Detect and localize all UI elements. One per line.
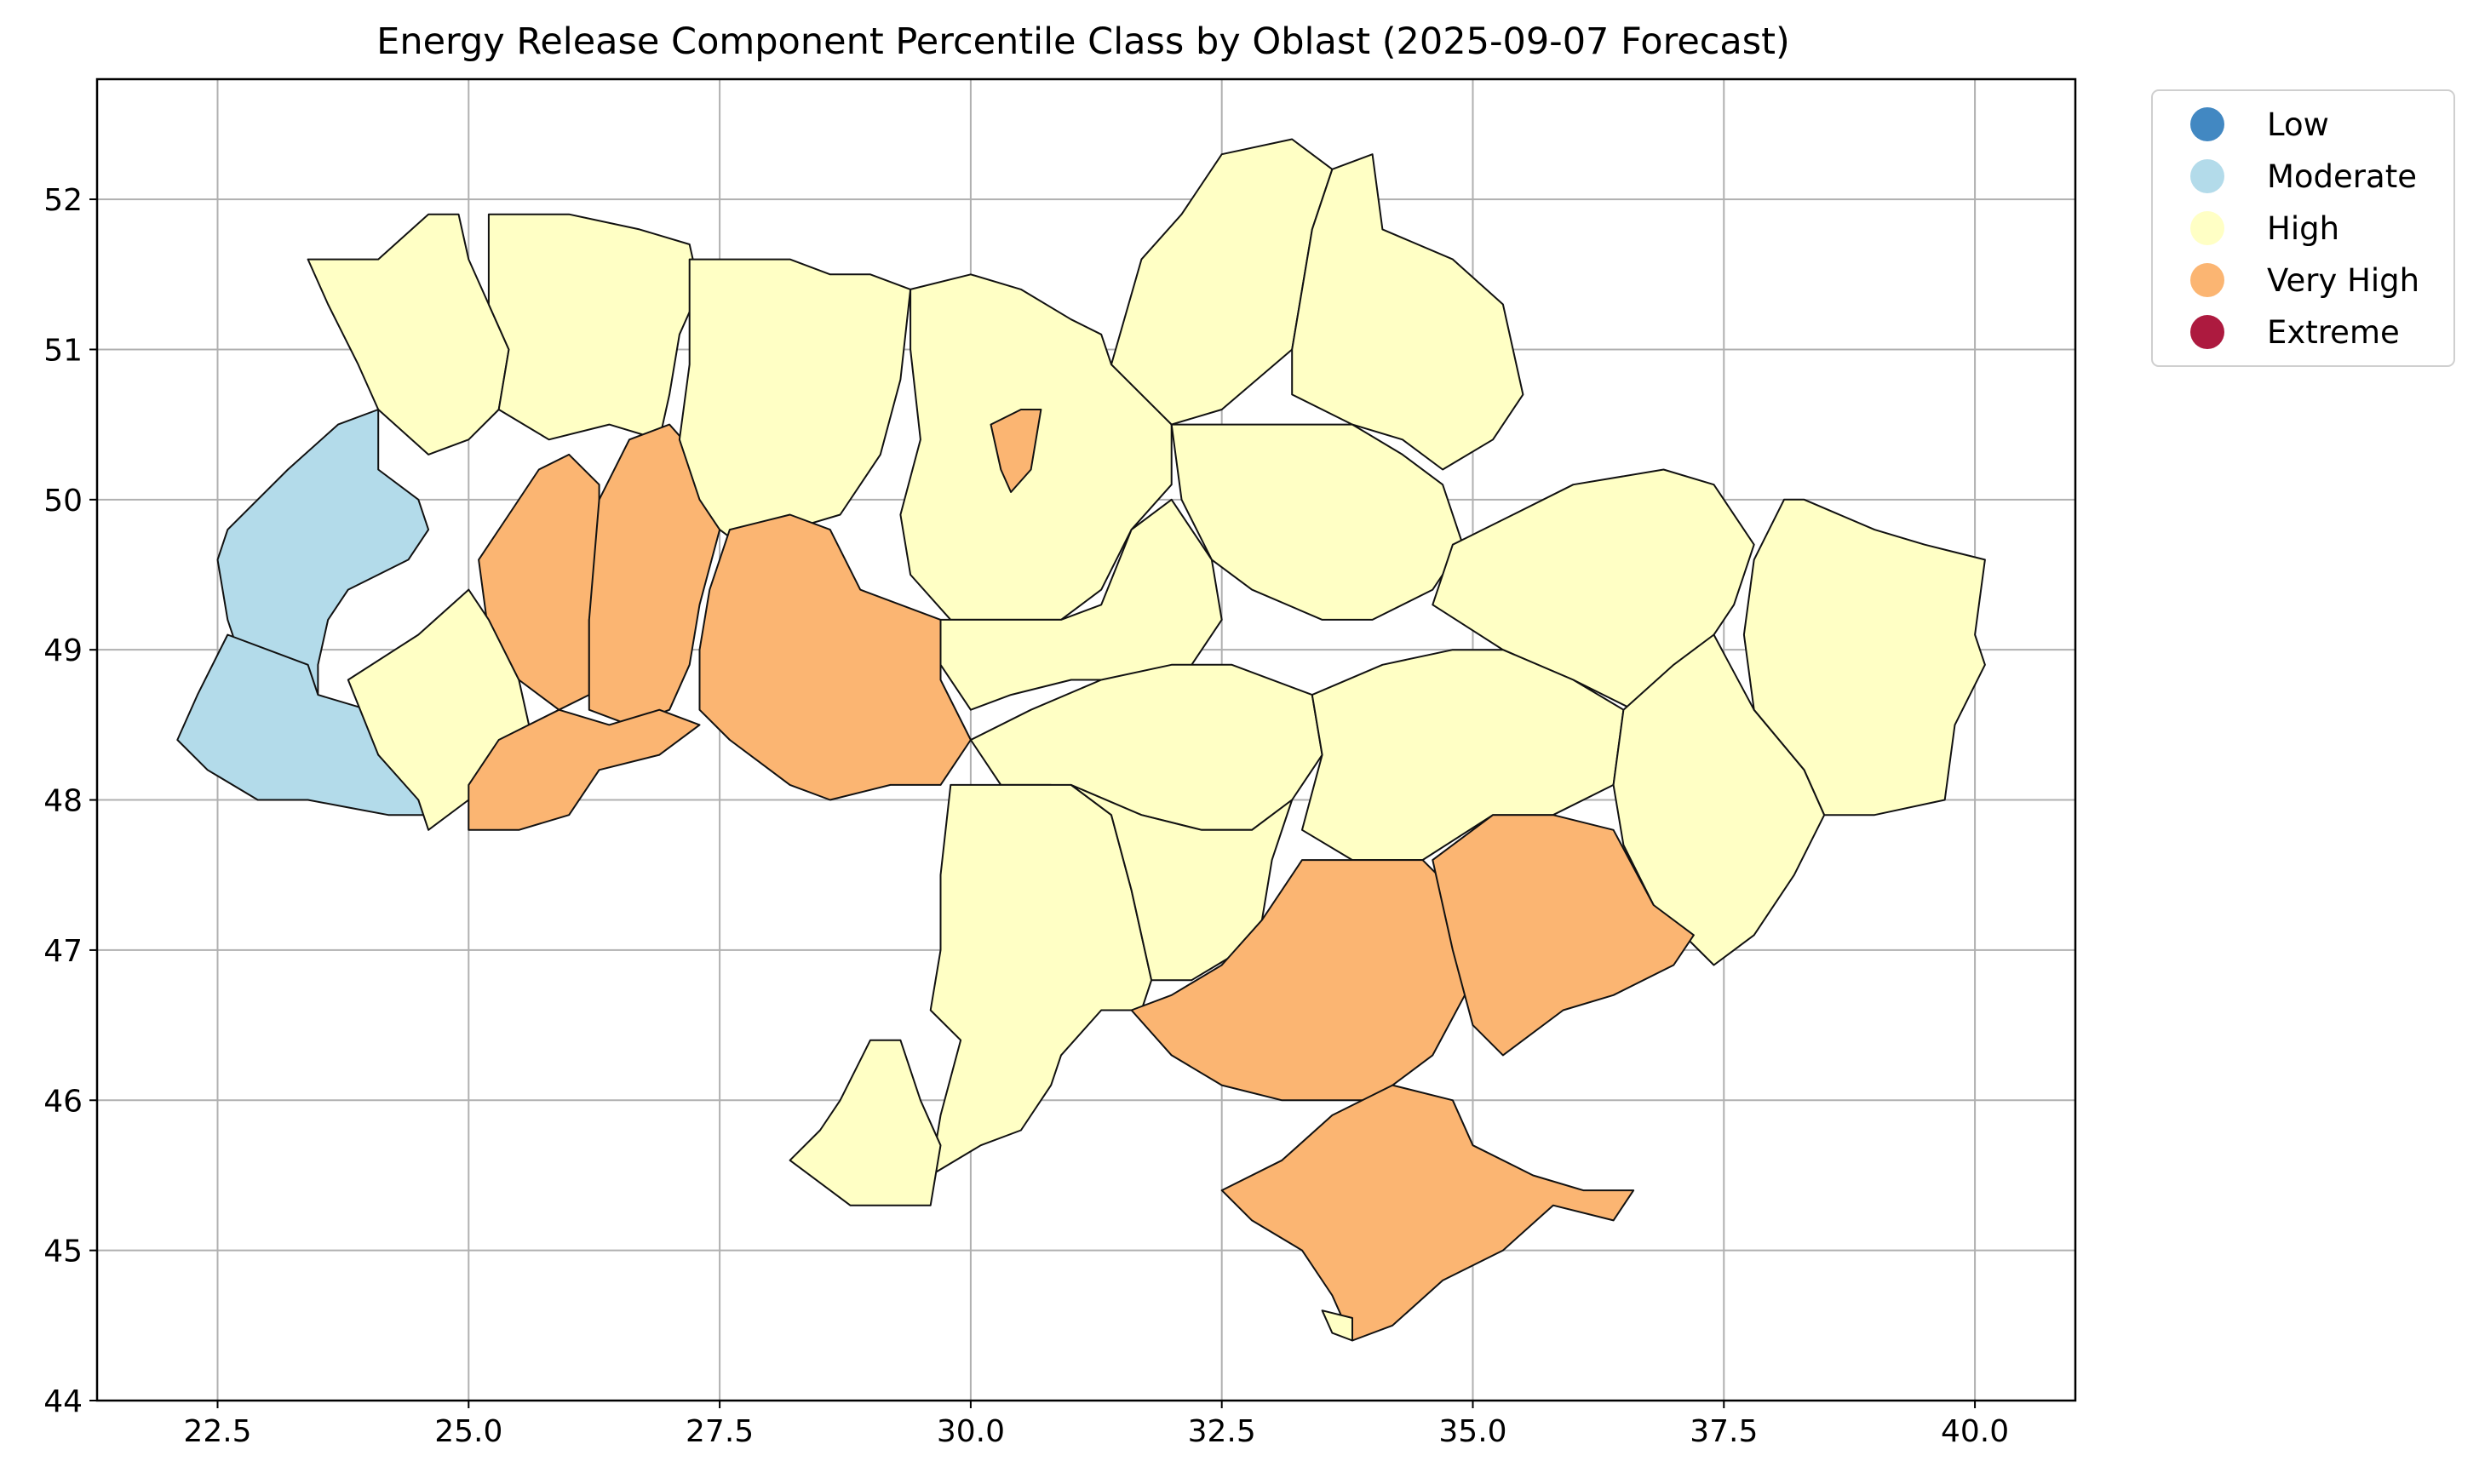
legend-marker bbox=[2190, 211, 2224, 245]
oblast-region bbox=[1321, 1309, 1353, 1342]
oblast-region bbox=[990, 409, 1042, 493]
x-tick-label: 40.0 bbox=[1941, 1414, 2009, 1449]
y-tick-label: 47 bbox=[43, 934, 83, 969]
legend-marker bbox=[2190, 315, 2224, 349]
x-tick-label: 25.0 bbox=[434, 1414, 502, 1449]
x-tick-label: 37.5 bbox=[1690, 1414, 1758, 1449]
legend-box bbox=[2151, 89, 2455, 367]
oblast-region bbox=[939, 498, 1223, 711]
legend: Low Moderate High Very High Extreme bbox=[2151, 89, 2455, 367]
oblast-region bbox=[468, 708, 701, 831]
oblast-region bbox=[1742, 498, 1986, 816]
x-tick-label: 32.5 bbox=[1188, 1414, 1256, 1449]
y-tick-label: 44 bbox=[43, 1384, 83, 1419]
oblast-region bbox=[1301, 649, 1625, 862]
legend-label: Low bbox=[2267, 106, 2329, 143]
oblast-region bbox=[307, 213, 510, 456]
y-tick-label: 46 bbox=[43, 1084, 83, 1119]
x-tick-label: 30.0 bbox=[937, 1414, 1005, 1449]
y-tick-label: 50 bbox=[43, 484, 83, 519]
legend-marker bbox=[2190, 107, 2224, 141]
legend-label: Moderate bbox=[2267, 158, 2417, 195]
x-tick-label: 22.5 bbox=[183, 1414, 251, 1449]
oblast-region bbox=[176, 633, 430, 816]
y-tick-label: 48 bbox=[43, 784, 83, 819]
oblast-region bbox=[1612, 633, 1826, 966]
oblast-region bbox=[588, 423, 721, 726]
x-tick-label: 35.0 bbox=[1438, 1414, 1506, 1449]
oblast-region bbox=[899, 273, 1173, 621]
y-tick-label: 51 bbox=[43, 333, 83, 368]
oblast-region bbox=[1220, 1084, 1635, 1342]
y-tick-label: 52 bbox=[43, 183, 83, 218]
oblast-region bbox=[1291, 153, 1524, 471]
legend-label: High bbox=[2267, 210, 2339, 247]
legend-label: Very High bbox=[2267, 262, 2419, 299]
oblast-region bbox=[678, 258, 912, 546]
oblast-regions bbox=[176, 138, 1986, 1342]
oblast-region bbox=[1432, 814, 1695, 1057]
legend-marker bbox=[2190, 263, 2224, 297]
oblast-region bbox=[698, 513, 972, 801]
legend-marker bbox=[2190, 159, 2224, 193]
chart-title: Energy Release Component Percentile Clas… bbox=[376, 20, 1790, 63]
axis-ticks: 22.5 25.0 27.5 30.0 32.5 35.0 37.5 40.0 44 45 46 47… bbox=[43, 183, 2009, 1449]
legend-label: Extreme bbox=[2267, 314, 2400, 351]
y-tick-label: 45 bbox=[43, 1235, 83, 1269]
x-tick-label: 27.5 bbox=[686, 1414, 754, 1449]
plot-frame bbox=[95, 77, 2077, 1402]
y-tick-label: 49 bbox=[43, 633, 83, 668]
oblast-region bbox=[789, 1039, 942, 1206]
oblast-region bbox=[487, 213, 701, 441]
